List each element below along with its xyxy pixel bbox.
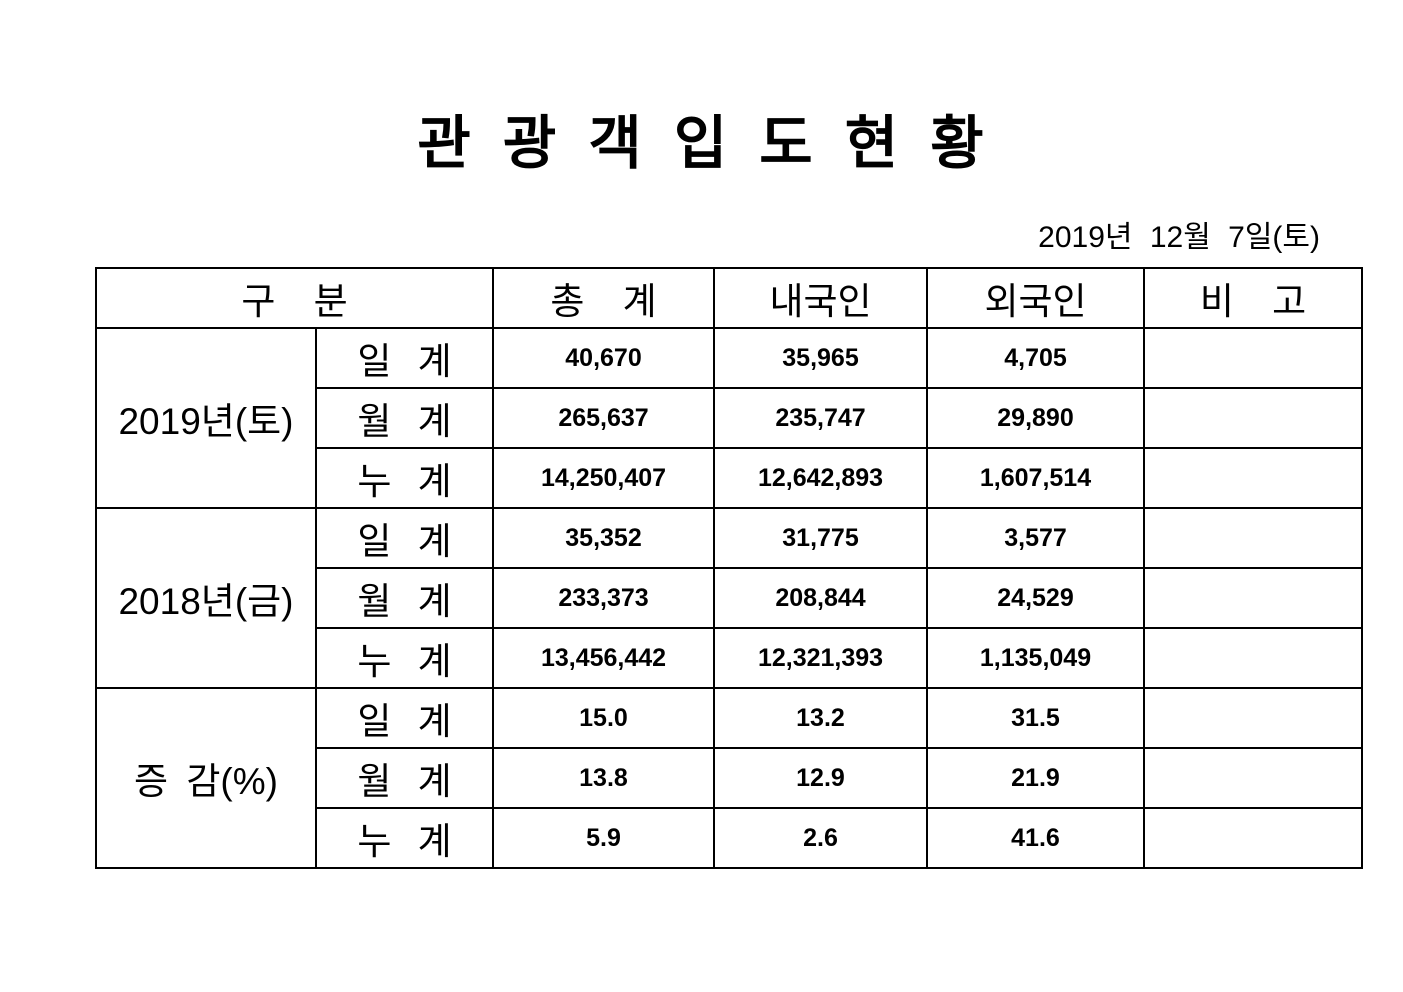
note-cell [1143, 687, 1363, 749]
note-cell [1143, 567, 1363, 629]
value-domestic: 13.2 [713, 687, 928, 749]
note-cell [1143, 387, 1363, 449]
group-label-2018: 2018년(금) [95, 507, 317, 689]
row-label-monthly: 월 계 [315, 387, 494, 449]
table-header-row: 구 분 총 계 내국인 외국인 비 고 [95, 267, 1363, 329]
group-label-change-pct: 증 감(%) [95, 687, 317, 869]
value-domestic: 12.9 [713, 747, 928, 809]
row-label-cumulative: 누 계 [315, 807, 494, 869]
group-label-2019: 2019년(토) [95, 327, 317, 509]
value-foreign: 21.9 [926, 747, 1145, 809]
value-domestic: 31,775 [713, 507, 928, 569]
table-row: 누 계 5.9 2.6 41.6 [96, 807, 1363, 869]
value-total: 5.9 [492, 807, 715, 869]
value-total: 13,456,442 [492, 627, 715, 689]
table-row: 누 계 13,456,442 12,321,393 1,135,049 [96, 627, 1363, 689]
table-row: 월 계 13.8 12.9 21.9 [96, 747, 1363, 809]
note-cell [1143, 747, 1363, 809]
value-domestic: 2.6 [713, 807, 928, 869]
value-total: 13.8 [492, 747, 715, 809]
value-domestic: 12,642,893 [713, 447, 928, 509]
row-label-monthly: 월 계 [315, 747, 494, 809]
value-foreign: 1,607,514 [926, 447, 1145, 509]
note-cell [1143, 507, 1363, 569]
value-foreign: 31.5 [926, 687, 1145, 749]
row-label-daily: 일 계 [315, 507, 494, 569]
row-label-daily: 일 계 [315, 687, 494, 749]
table-row: 월 계 233,373 208,844 24,529 [96, 567, 1363, 629]
table-row: 2018년(금) 일 계 35,352 31,775 3,577 [95, 507, 1363, 689]
table-row: 누 계 14,250,407 12,642,893 1,607,514 [96, 447, 1363, 509]
table-row: 2019년(토) 일 계 40,670 35,965 4,705 [95, 327, 1363, 509]
row-label-monthly: 월 계 [315, 567, 494, 629]
value-domestic: 35,965 [713, 327, 928, 389]
value-total: 40,670 [492, 327, 715, 389]
note-cell [1143, 447, 1363, 509]
table-row: 증 감(%) 일 계 15.0 13.2 31.5 [95, 687, 1363, 869]
note-cell [1143, 807, 1363, 869]
header-cell-total: 총 계 [492, 267, 715, 329]
value-foreign: 29,890 [926, 387, 1145, 449]
value-foreign: 41.6 [926, 807, 1145, 869]
value-foreign: 4,705 [926, 327, 1145, 389]
row-label-daily: 일 계 [315, 327, 494, 389]
value-total: 233,373 [492, 567, 715, 629]
header-cell-note: 비 고 [1143, 267, 1363, 329]
note-cell [1143, 627, 1363, 689]
note-cell [1143, 327, 1363, 389]
value-domestic: 12,321,393 [713, 627, 928, 689]
value-foreign: 1,135,049 [926, 627, 1145, 689]
table-row: 월 계 265,637 235,747 29,890 [96, 387, 1363, 449]
row-label-cumulative: 누 계 [315, 447, 494, 509]
value-domestic: 208,844 [713, 567, 928, 629]
header-cell-domestic: 내국인 [713, 267, 928, 329]
value-total: 14,250,407 [492, 447, 715, 509]
value-total: 265,637 [492, 387, 715, 449]
tourist-arrivals-table: 구 분 총 계 내국인 외국인 비 고 2019년(토) 일 계 40,670 … [95, 267, 1363, 869]
row-label-cumulative: 누 계 [315, 627, 494, 689]
header-cell-category: 구 분 [95, 267, 494, 329]
header-cell-foreign: 외국인 [926, 267, 1145, 329]
value-foreign: 24,529 [926, 567, 1145, 629]
value-domestic: 235,747 [713, 387, 928, 449]
value-total: 15.0 [492, 687, 715, 749]
report-date: 2019년 12월 7일(토) [1038, 221, 1320, 254]
value-total: 35,352 [492, 507, 715, 569]
value-foreign: 3,577 [926, 507, 1145, 569]
page-title: 관 광 객 입 도 현 황 [417, 111, 986, 176]
